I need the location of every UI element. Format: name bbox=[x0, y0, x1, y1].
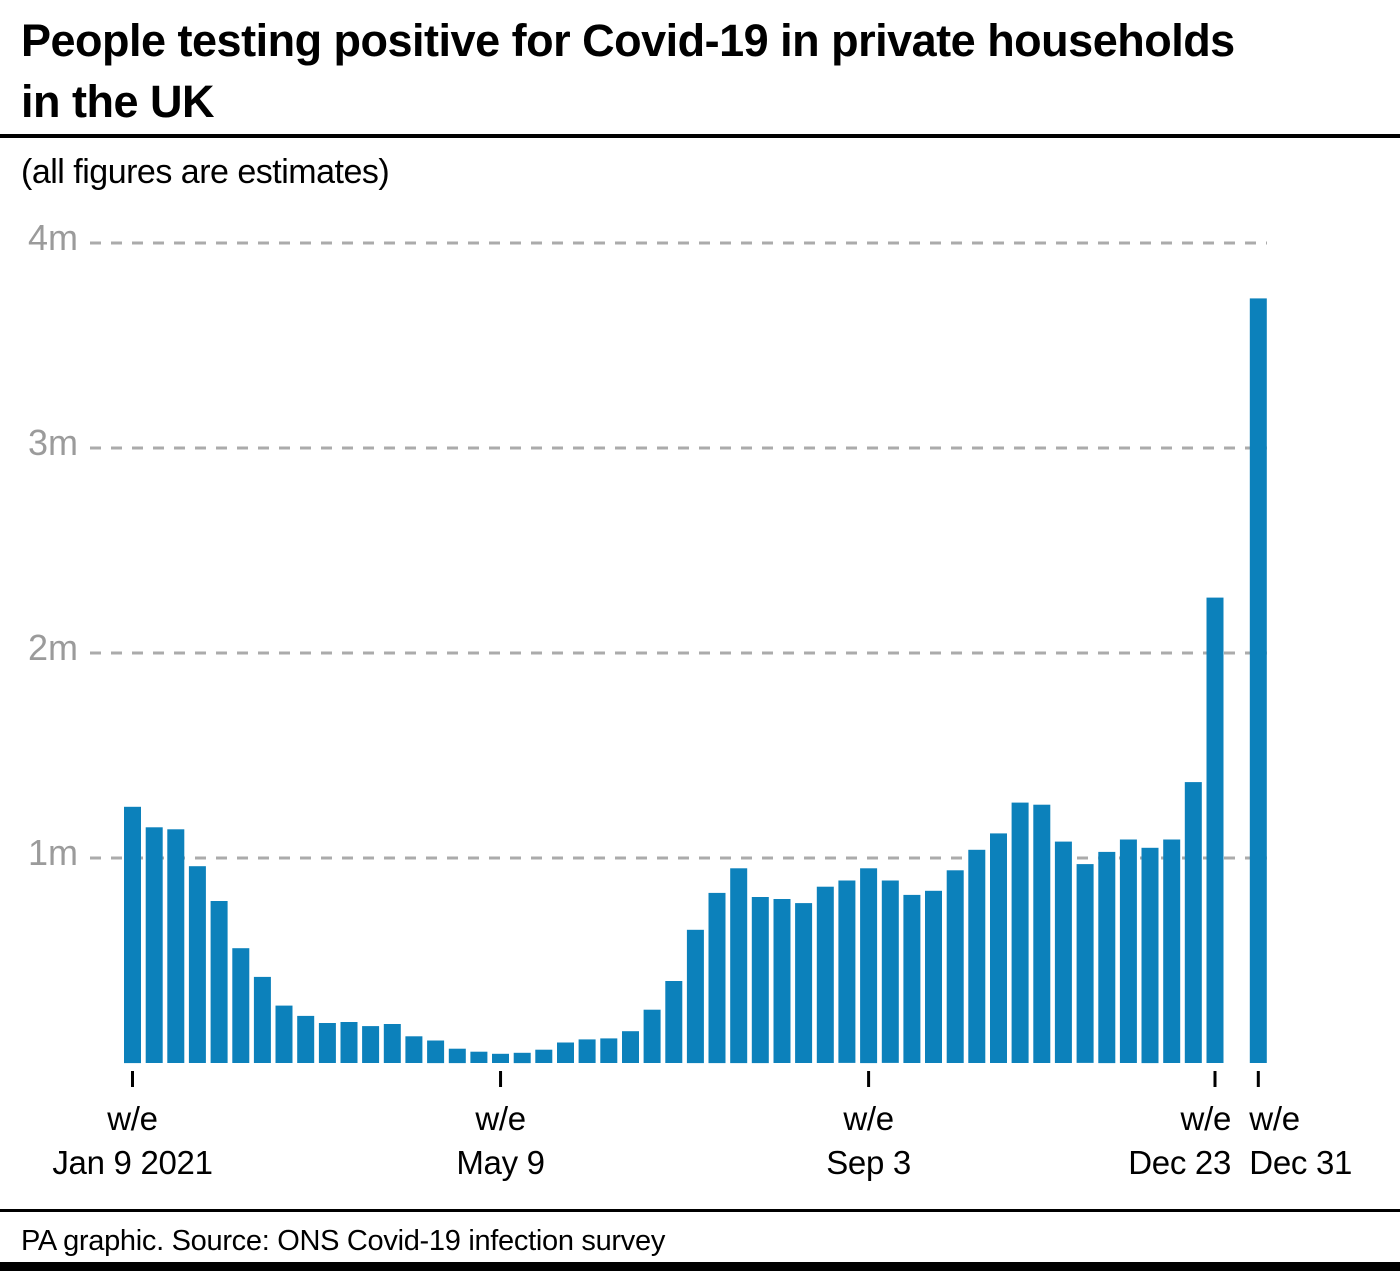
bar-11 bbox=[362, 1026, 380, 1063]
chart-subtitle: (all figures are estimates) bbox=[21, 153, 390, 191]
page-title: People testing positive for Covid-19 in … bbox=[21, 15, 1235, 127]
x-label-date-Dec-31: Dec 31 bbox=[1249, 1144, 1352, 1181]
bar-4 bbox=[210, 901, 228, 1063]
bar-21 bbox=[578, 1039, 596, 1063]
y-axis-label-2m: 2m bbox=[28, 627, 78, 668]
bar-41 bbox=[1011, 802, 1029, 1063]
bar-30 bbox=[773, 899, 791, 1063]
bar-40 bbox=[990, 833, 1007, 1063]
bar-6 bbox=[253, 976, 271, 1063]
bar-48 bbox=[1163, 839, 1181, 1063]
bar-3 bbox=[188, 866, 206, 1063]
bar-17 bbox=[492, 1053, 509, 1063]
y-axis-label-3m: 3m bbox=[28, 422, 78, 463]
title-divider-rule bbox=[0, 134, 1400, 138]
bar-46 bbox=[1119, 839, 1137, 1063]
footer-divider-rule bbox=[0, 1209, 1400, 1212]
bar-20 bbox=[557, 1042, 574, 1063]
x-label-date-May-9: May 9 bbox=[456, 1144, 544, 1181]
bar-12 bbox=[383, 1024, 401, 1063]
bar-38 bbox=[946, 870, 964, 1063]
bar-9 bbox=[318, 1023, 336, 1063]
bar-19 bbox=[535, 1049, 553, 1063]
bar-39 bbox=[968, 849, 986, 1063]
bar-31 bbox=[795, 903, 813, 1063]
bar-5 bbox=[232, 948, 250, 1063]
bar-51 bbox=[1249, 298, 1267, 1063]
bar-50 bbox=[1206, 597, 1224, 1063]
bar-27 bbox=[708, 892, 726, 1064]
bar-16 bbox=[470, 1051, 488, 1063]
bar-24 bbox=[643, 1009, 661, 1063]
bar-15 bbox=[448, 1048, 466, 1064]
bar-37 bbox=[925, 890, 942, 1063]
source-credit: PA graphic. Source: ONS Covid-19 infecti… bbox=[21, 1225, 666, 1257]
bar-26 bbox=[686, 929, 704, 1064]
x-label-date-Dec-23: Dec 23 bbox=[1128, 1144, 1231, 1181]
bottom-border-bar bbox=[0, 1262, 1400, 1271]
bar-36 bbox=[903, 894, 921, 1063]
bar-23 bbox=[622, 1031, 639, 1063]
bar-35 bbox=[881, 880, 899, 1063]
bar-34 bbox=[860, 868, 878, 1064]
bar-7 bbox=[275, 1005, 293, 1063]
x-label-we-May-9: w/e bbox=[474, 1100, 525, 1137]
bar-2 bbox=[167, 829, 185, 1063]
bar-1 bbox=[145, 827, 163, 1063]
bar-0 bbox=[124, 806, 141, 1064]
bar-22 bbox=[600, 1038, 618, 1063]
bar-13 bbox=[405, 1036, 423, 1063]
x-label-we-Dec-23: w/e bbox=[1180, 1100, 1231, 1137]
y-axis-label-1m: 1m bbox=[28, 832, 78, 873]
bar-25 bbox=[665, 981, 683, 1063]
bar-44 bbox=[1076, 864, 1094, 1063]
bar-29 bbox=[751, 897, 769, 1064]
x-label-date-Jan-9-2021: Jan 9 2021 bbox=[52, 1144, 212, 1181]
bar-18 bbox=[513, 1052, 531, 1064]
bar-33 bbox=[838, 880, 856, 1063]
bar-43 bbox=[1054, 841, 1072, 1063]
bar-8 bbox=[297, 1015, 315, 1063]
bar-28 bbox=[730, 868, 748, 1064]
bar-42 bbox=[1033, 804, 1051, 1063]
bar-14 bbox=[427, 1040, 445, 1064]
bar-47 bbox=[1141, 847, 1159, 1064]
bar-49 bbox=[1184, 782, 1202, 1063]
x-label-we-Dec-31: w/e bbox=[1248, 1100, 1299, 1137]
x-label-date-Sep-3: Sep 3 bbox=[826, 1144, 911, 1181]
x-label-we-Jan-9-2021: w/e bbox=[106, 1100, 157, 1137]
bar-10 bbox=[340, 1022, 358, 1063]
bar-45 bbox=[1098, 851, 1116, 1064]
bar-32 bbox=[816, 886, 834, 1063]
y-axis-label-4m: 4m bbox=[28, 217, 78, 258]
x-label-we-Sep-3: w/e bbox=[842, 1100, 893, 1137]
